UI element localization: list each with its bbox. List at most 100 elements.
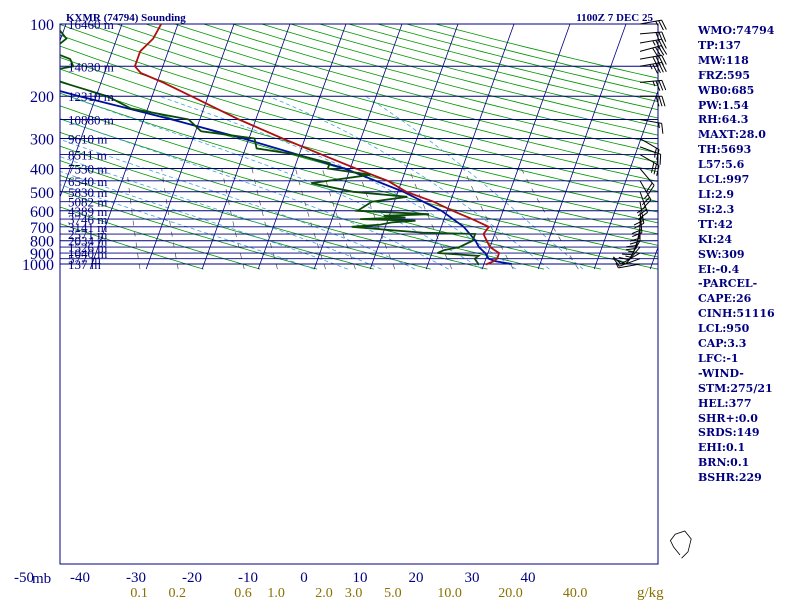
sounding-index: LFC:-1: [698, 351, 739, 365]
height-level-label: 10880 m: [68, 113, 114, 128]
isotherm: [313, 24, 403, 270]
pressure-tick-label: 700: [30, 220, 54, 237]
isotherm: [537, 24, 627, 270]
height-level-label: 1040 m: [68, 246, 107, 261]
isotherm: [89, 24, 179, 270]
wind-barb: [613, 252, 641, 265]
wind-barb: [639, 168, 655, 195]
pressure-tick-label: 800: [30, 234, 54, 251]
pressure-tick-label: 200: [30, 89, 54, 106]
dry-adiabat: [60, 24, 658, 192]
sounding-index: KI:24: [698, 232, 733, 246]
pressure-tick-label: 300: [30, 132, 54, 149]
isotherm: [0, 24, 10, 269]
dry-adiabat: [60, 56, 658, 224]
height-level-label: 8511 m: [68, 148, 107, 163]
mixing-ratio-tick-label: 10.0: [437, 586, 462, 600]
wind-barbs: [612, 19, 668, 269]
wind-barb: [639, 45, 668, 58]
temperature-tick-label: -40: [70, 570, 90, 586]
wind-barb: [639, 54, 667, 67]
pressure-tick-label: 100: [30, 17, 54, 34]
mixing-ratio-line: [221, 168, 245, 270]
sounding-index: SI:2.3: [698, 202, 735, 216]
temperature-tick-label: 40: [521, 570, 536, 586]
sounding-index: MAXT:28.0: [698, 128, 766, 142]
chart-grid: [0, 24, 658, 270]
sounding-index: BRN:0.1: [698, 456, 750, 470]
wind-barb: [640, 95, 666, 107]
mixing-ratio-line: [463, 168, 514, 270]
dry-adiabat: [60, 145, 488, 270]
height-level-label: 1526 m: [68, 240, 107, 255]
sounding-index: LCL:997: [698, 173, 750, 187]
height-level-label: 2571 m: [68, 227, 107, 242]
plot-frame: [59, 23, 659, 565]
sounding-index: TP:137: [698, 38, 742, 52]
pressure-tick-label: 400: [30, 161, 54, 178]
sounding-index: WMO:74794: [698, 24, 775, 37]
temperature-tick-label: -10: [238, 570, 258, 586]
mixing-ratio-unit-label: g/kg: [637, 585, 664, 600]
dry-adiabat: [60, 175, 374, 270]
hodograph: [669, 530, 692, 559]
height-level-label: 5082 m: [68, 195, 107, 210]
mixing-ratio-tick-label: 1.0: [267, 586, 285, 600]
wind-barb: [639, 61, 667, 74]
dry-adiabat: [60, 45, 658, 213]
isotherm: [369, 24, 459, 270]
height-level-label: 2034 m: [68, 234, 107, 249]
temperature-trace: [133, 24, 501, 266]
sounding-index: CAPE:26: [698, 292, 752, 306]
height-level-label: 14030 m: [68, 59, 114, 74]
mixing-ratio-tick-label: 0.2: [168, 586, 186, 600]
temperature-tick-label: -20: [182, 570, 202, 586]
dry-adiabat: [232, 24, 658, 136]
mixing-ratio-line: [126, 168, 141, 270]
mixing-ratio-tick-label: 0.6: [234, 586, 252, 600]
mixing-ratio-line: [408, 168, 453, 270]
sounding-index: SW:309: [698, 247, 745, 261]
dry-adiabat: [60, 118, 601, 270]
temperature-tick-label: -30: [126, 570, 146, 586]
height-level-label: 6540 m: [68, 174, 107, 189]
dry-adiabat: [60, 190, 318, 270]
sounding-indices-panel: WMO:74794 TP:137 MW:118 FRZ:595 WB0:685 PW:1.…: [698, 24, 798, 486]
height-level-label: 5830 m: [68, 185, 107, 200]
sounding-index: -PARCEL-: [698, 277, 758, 291]
dry-adiabat: [145, 24, 658, 163]
sounding-index: SRDS:149: [698, 426, 760, 440]
wind-barb: [639, 180, 652, 208]
height-level-label: 3746 m: [68, 212, 107, 227]
height-level-label: 16460 m: [68, 17, 114, 32]
mixing-ratio-tick-label: 20.0: [498, 586, 523, 600]
temperature-tick-label: 20: [409, 570, 424, 586]
mixing-ratio-line: [322, 168, 356, 270]
sounding-index: HEL:377: [698, 396, 752, 410]
dry-adiabat: [60, 92, 658, 258]
wind-barb: [615, 262, 641, 269]
sounding-index: BSHR:229: [698, 471, 762, 485]
sounding-index: CAP:3.3: [698, 337, 747, 351]
dewpoint-trace: [60, 29, 482, 266]
height-level-label: 4389 m: [68, 204, 107, 219]
dry-adiabat: [60, 160, 431, 270]
pressure-tick-label: 900: [30, 246, 54, 263]
sounding-index: TT:42: [698, 217, 733, 231]
sounding-index: FRZ:595: [698, 68, 751, 82]
dry-adiabat: [174, 24, 658, 154]
sounding-index: RH:64.3: [698, 113, 749, 127]
sounding-index: SHR+:0.0: [698, 411, 758, 425]
wind-barb: [618, 240, 641, 261]
temperature-tick-label: -50: [14, 570, 34, 586]
pressure-tick-label: 1000: [22, 257, 54, 274]
sounding-index: MW:118: [698, 53, 749, 67]
sounding-index: L57:5.6: [698, 158, 745, 172]
mixing-ratio-tick-label: 5.0: [384, 586, 402, 600]
sounding-index: STM:275/21: [698, 381, 773, 395]
temperature-tick-label: 0: [300, 570, 308, 586]
height-level-label: 137 m: [68, 257, 101, 272]
isotherm: [60, 24, 123, 199]
sounding-index: LI:2.9: [698, 187, 735, 201]
